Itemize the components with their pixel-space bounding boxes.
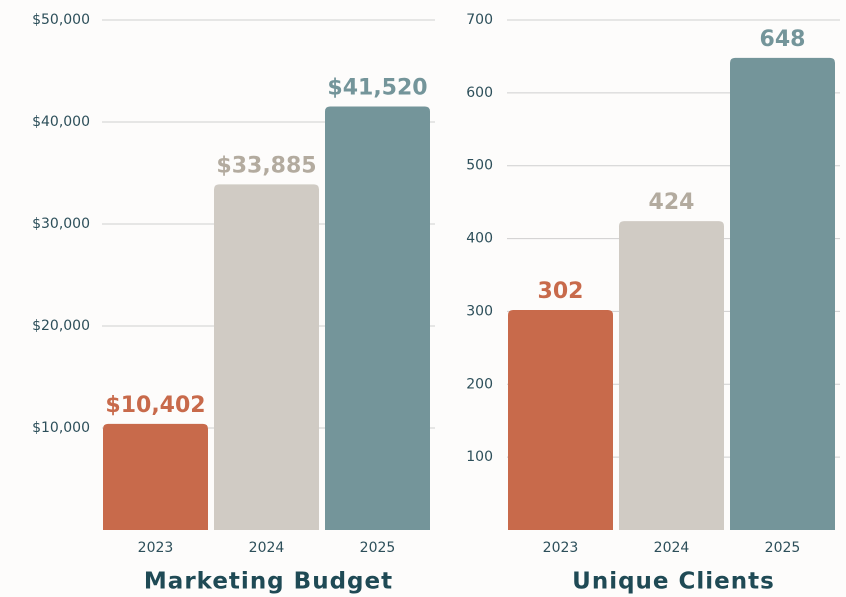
x-tick-label: 2024 <box>654 540 690 556</box>
x-tick-label: 2025 <box>765 540 801 556</box>
x-tick-label: 2025 <box>360 540 396 556</box>
y-tick-label: 100 <box>466 449 493 465</box>
value-label: $10,402 <box>105 393 205 418</box>
x-tick-label: 2023 <box>138 540 174 556</box>
y-tick-label: $30,000 <box>32 216 90 232</box>
y-tick-label: 700 <box>466 12 493 28</box>
bar <box>103 423 208 530</box>
y-tick-label: $40,000 <box>32 114 90 130</box>
bar <box>325 106 430 530</box>
y-tick-label: 300 <box>466 303 493 319</box>
y-tick-label: $10,000 <box>32 420 90 436</box>
value-label: 302 <box>538 279 584 304</box>
chart-title: Marketing Budget <box>144 569 393 595</box>
bar <box>508 309 613 530</box>
bar <box>619 221 724 531</box>
y-tick-label: 600 <box>466 85 493 101</box>
y-tick-label: 500 <box>466 158 493 174</box>
value-label: $41,520 <box>327 75 427 100</box>
y-tick-label: $50,000 <box>32 12 90 28</box>
value-label: 424 <box>649 190 695 215</box>
x-tick-label: 2023 <box>543 540 579 556</box>
value-label: $33,885 <box>216 153 316 178</box>
bar <box>214 184 319 531</box>
chart-title: Unique Clients <box>572 569 775 595</box>
y-tick-label: 400 <box>466 231 493 247</box>
y-tick-label: 200 <box>466 376 493 392</box>
value-label: 648 <box>760 27 806 52</box>
x-tick-label: 2024 <box>249 540 285 556</box>
y-tick-label: $20,000 <box>32 318 90 334</box>
bar <box>730 57 835 531</box>
